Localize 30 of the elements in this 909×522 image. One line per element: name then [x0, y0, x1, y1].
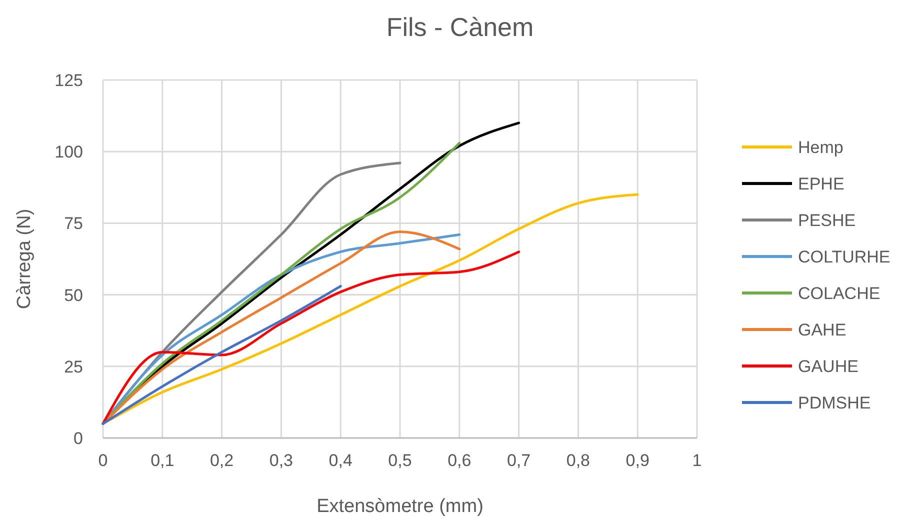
legend-label: PDMSHE [798, 394, 871, 412]
y-tick-label: 25 [64, 357, 83, 376]
x-tick-label: 0,1 [150, 451, 174, 470]
y-tick-label: 100 [54, 142, 83, 162]
line-series [102, 284, 342, 425]
legend-label: Hemp [798, 138, 844, 157]
legend-label: GAHE [798, 320, 846, 340]
x-tick-label: 0,7 [506, 451, 531, 470]
x-tick-label: 0,9 [626, 451, 650, 470]
chart-title: Fils - Cànem [386, 12, 534, 42]
x-tick-label: 0,3 [269, 451, 294, 470]
y-tick-label: 0 [74, 429, 83, 448]
line-series [102, 250, 520, 425]
legend-label: PESHE [798, 211, 856, 230]
y-axis-title: Càrrega (N) [14, 208, 35, 310]
y-tick-label: 50 [64, 286, 83, 305]
legend-label: COLACHE [798, 284, 880, 303]
legend-label: EPHE [798, 174, 844, 194]
x-tick-label: 0,8 [566, 451, 590, 470]
x-axis-title: Extensòmetre (mm) [316, 496, 484, 517]
y-tick-label: 75 [64, 214, 83, 234]
legend-label: COLTURHE [798, 248, 890, 266]
x-tick-label: 0,4 [328, 451, 352, 470]
x-tick-label: 0,6 [448, 451, 472, 470]
legend-label: GAUHE [798, 357, 858, 376]
y-tick-label: 125 [54, 71, 83, 90]
x-tick-label: 0 [98, 451, 108, 470]
x-tick-label: 0,2 [210, 451, 234, 470]
x-tick-label: 0,5 [388, 451, 412, 470]
x-tick-label: 1 [692, 451, 702, 470]
